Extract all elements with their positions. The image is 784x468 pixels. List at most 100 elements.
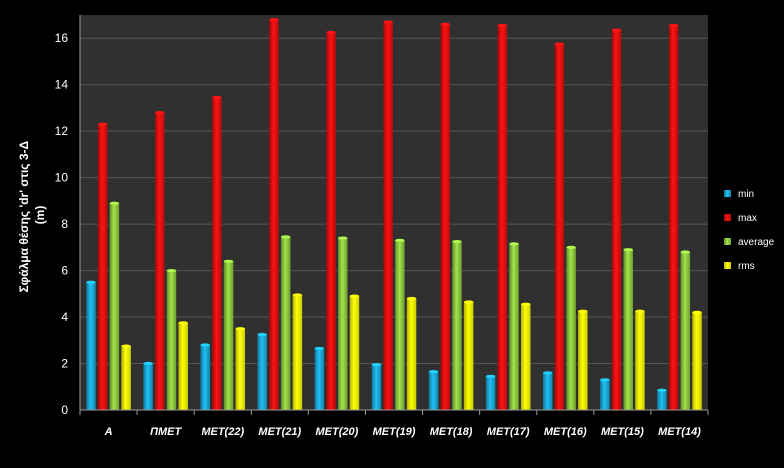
x-tick-label: MET(18): [430, 426, 473, 438]
bar-min: [542, 372, 553, 410]
bar-max: [668, 25, 679, 411]
bar-rms: [121, 346, 131, 410]
bar-average: [109, 203, 120, 410]
y-axis-title: Σφάλμα θέσης 'dr' στις 3-Δ (m): [17, 137, 47, 292]
y-tick-label: 10: [55, 171, 69, 185]
bar-cap: [509, 242, 519, 246]
bar-average: [680, 252, 691, 410]
bar-max: [97, 124, 108, 411]
bar-min: [657, 390, 667, 410]
bar-cap: [463, 300, 474, 304]
bar-cap: [406, 296, 417, 301]
legend-label-rms: rms: [738, 261, 755, 272]
y-tick-label: 2: [61, 357, 68, 371]
bar-cap: [668, 23, 679, 28]
bar-cap: [371, 363, 382, 367]
legend-label-min: min: [738, 189, 754, 200]
bar-cap: [395, 238, 405, 242]
x-tick-label: MET(14): [658, 426, 701, 438]
bar-cap: [235, 327, 246, 331]
bar-average: [280, 236, 291, 410]
bar-max: [326, 32, 336, 410]
bar-cap: [257, 332, 268, 337]
bar-cap: [692, 310, 702, 315]
bar-cap: [97, 122, 108, 126]
y-axis-title-line2: (m): [33, 206, 47, 225]
bar-cap: [86, 280, 96, 284]
y-tick-label: 14: [55, 78, 69, 92]
bar-cap: [554, 42, 565, 46]
bar-rms: [463, 301, 474, 410]
bar-cap: [611, 28, 622, 32]
bar-cap: [566, 245, 576, 249]
x-tick-label: MET(17): [487, 426, 530, 438]
bar-max: [212, 97, 222, 410]
bar-min: [200, 344, 210, 410]
legend-swatch-average: [724, 238, 731, 245]
bar-cap: [314, 346, 325, 351]
bar-cap: [452, 239, 462, 244]
x-tick-label: MET(21): [258, 426, 301, 438]
bar-min: [143, 363, 153, 410]
bar-rms: [349, 296, 360, 410]
bar-rms: [520, 304, 531, 410]
legend: min max average rms: [724, 189, 775, 272]
bar-average: [166, 270, 177, 410]
y-tick-label: 0: [61, 403, 68, 417]
bar-cap: [143, 361, 153, 366]
bar-cap: [485, 374, 496, 378]
axes: 0 2 4 6 8 10 12 14 16 A ΠΜΕΤ MET(22) MET(21) MET(20) M…: [55, 15, 709, 438]
bar-min: [600, 379, 610, 410]
bar-max: [497, 25, 508, 411]
bar-cap: [349, 294, 360, 298]
bar-min: [314, 348, 325, 410]
bar-average: [338, 238, 348, 410]
bar-average: [395, 240, 405, 410]
bar-rms: [406, 298, 417, 410]
x-tick-label: MET(20): [316, 426, 359, 438]
bar-cap: [166, 268, 177, 273]
bar-cap: [178, 321, 188, 325]
bar-min: [485, 376, 496, 410]
bar-min: [86, 282, 96, 410]
legend-label-max: max: [738, 213, 757, 224]
bars: [86, 18, 702, 411]
legend-swatch-min: [724, 190, 731, 197]
bar-rms: [292, 294, 303, 410]
bar-cap: [383, 20, 393, 24]
bar-min: [428, 371, 439, 410]
bar-average: [452, 241, 462, 410]
y-tick-label: 4: [61, 310, 68, 324]
x-tick-label: MET(16): [544, 426, 587, 438]
x-tick-label: MET(15): [601, 426, 644, 438]
bar-rms: [235, 328, 246, 410]
x-tick-label: A: [104, 426, 113, 438]
x-tick-label: ΠΜΕΤ: [150, 426, 182, 438]
y-axis-title-line1: Σφάλμα θέσης 'dr' στις 3-Δ: [17, 140, 31, 292]
x-tick-label: MET(22): [201, 426, 244, 438]
legend-swatch-max: [724, 214, 731, 221]
bar-max: [269, 19, 279, 410]
y-tick-label: 8: [61, 217, 68, 231]
y-tick-label: 16: [55, 31, 69, 45]
bar-min: [371, 364, 382, 410]
legend-label-average: average: [738, 237, 775, 248]
bar-cap: [155, 110, 165, 115]
bar-rms: [692, 312, 702, 410]
bar-cap: [326, 30, 336, 35]
bar-cap: [338, 236, 348, 240]
bar-cap: [269, 18, 279, 22]
bar-max: [611, 30, 622, 411]
bar-average: [566, 247, 576, 410]
bar-cap: [623, 248, 633, 252]
y-tick-label: 12: [55, 124, 69, 138]
x-tick-label: MET(19): [373, 426, 416, 438]
bar-cap: [497, 23, 508, 28]
bar-average: [623, 249, 633, 410]
bar-cap: [542, 371, 553, 375]
bar-max: [440, 24, 450, 410]
bar-cap: [292, 293, 303, 297]
bar-cap: [578, 309, 588, 313]
bar-cap: [280, 235, 291, 239]
